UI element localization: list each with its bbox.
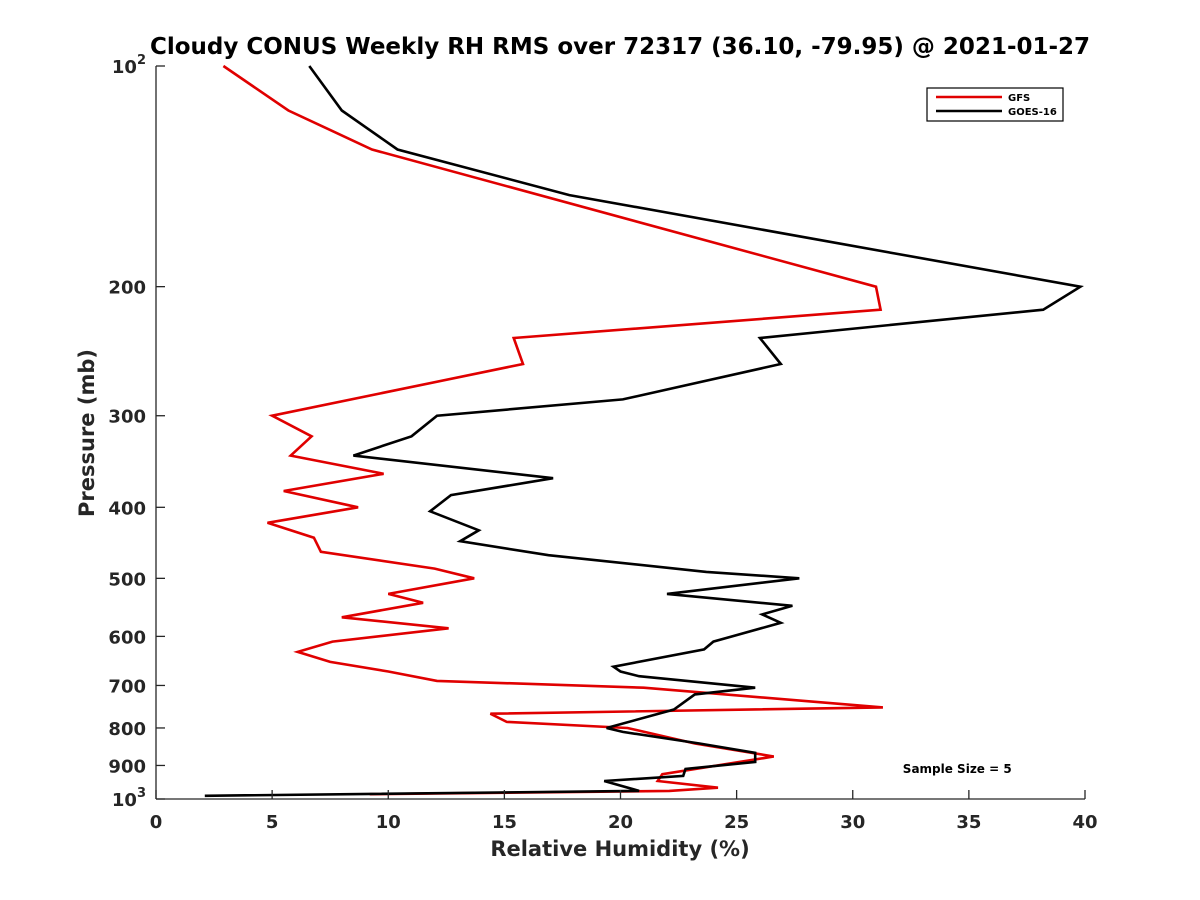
x-tick-label: 5: [266, 812, 279, 833]
y-tick-label: 300: [108, 407, 146, 428]
y-tick-label: 200: [108, 278, 146, 299]
x-tick-label: 10: [376, 812, 401, 833]
x-tick-label: 35: [956, 812, 981, 833]
plot-area: [204, 64, 1084, 798]
x-tick-label: 25: [724, 812, 749, 833]
y-tick-label: 500: [108, 569, 146, 590]
y-tick-label: 700: [108, 676, 146, 697]
y-tick-label: 400: [108, 498, 146, 519]
x-tick-label: 20: [608, 812, 633, 833]
chart-title: Cloudy CONUS Weekly RH RMS over 72317 (3…: [150, 34, 1090, 60]
x-axis-label: Relative Humidity (%): [490, 837, 749, 861]
y-tick-label: 102: [112, 53, 146, 78]
y-tick-base: 10: [112, 790, 137, 811]
legend-box: [926, 87, 1064, 122]
y-tick-label: 103: [112, 786, 146, 811]
sample-size-annotation: Sample Size = 5: [903, 762, 1012, 776]
x-ticks: 0 5 10 15 20 25 30 35 40: [150, 790, 1098, 833]
series-line-goes-16: [204, 65, 1084, 798]
y-tick-exponent: 3: [137, 786, 146, 801]
x-tick-label: 40: [1072, 812, 1097, 833]
y-tick-label: 800: [108, 719, 146, 740]
y-tick-base: 10: [112, 57, 137, 78]
legend-label: GOES-16: [1008, 107, 1057, 118]
x-tick-label: 15: [492, 812, 517, 833]
legend: GFS GOES-16: [926, 87, 1064, 122]
x-tick-label: 0: [150, 812, 163, 833]
y-tick-exponent: 2: [137, 53, 146, 68]
y-axis-label: Pressure (mb): [75, 349, 99, 517]
legend-label: GFS: [1008, 93, 1030, 104]
y-tick-label: 900: [108, 756, 146, 777]
y-tick-label: 600: [108, 627, 146, 648]
x-tick-label: 30: [840, 812, 865, 833]
